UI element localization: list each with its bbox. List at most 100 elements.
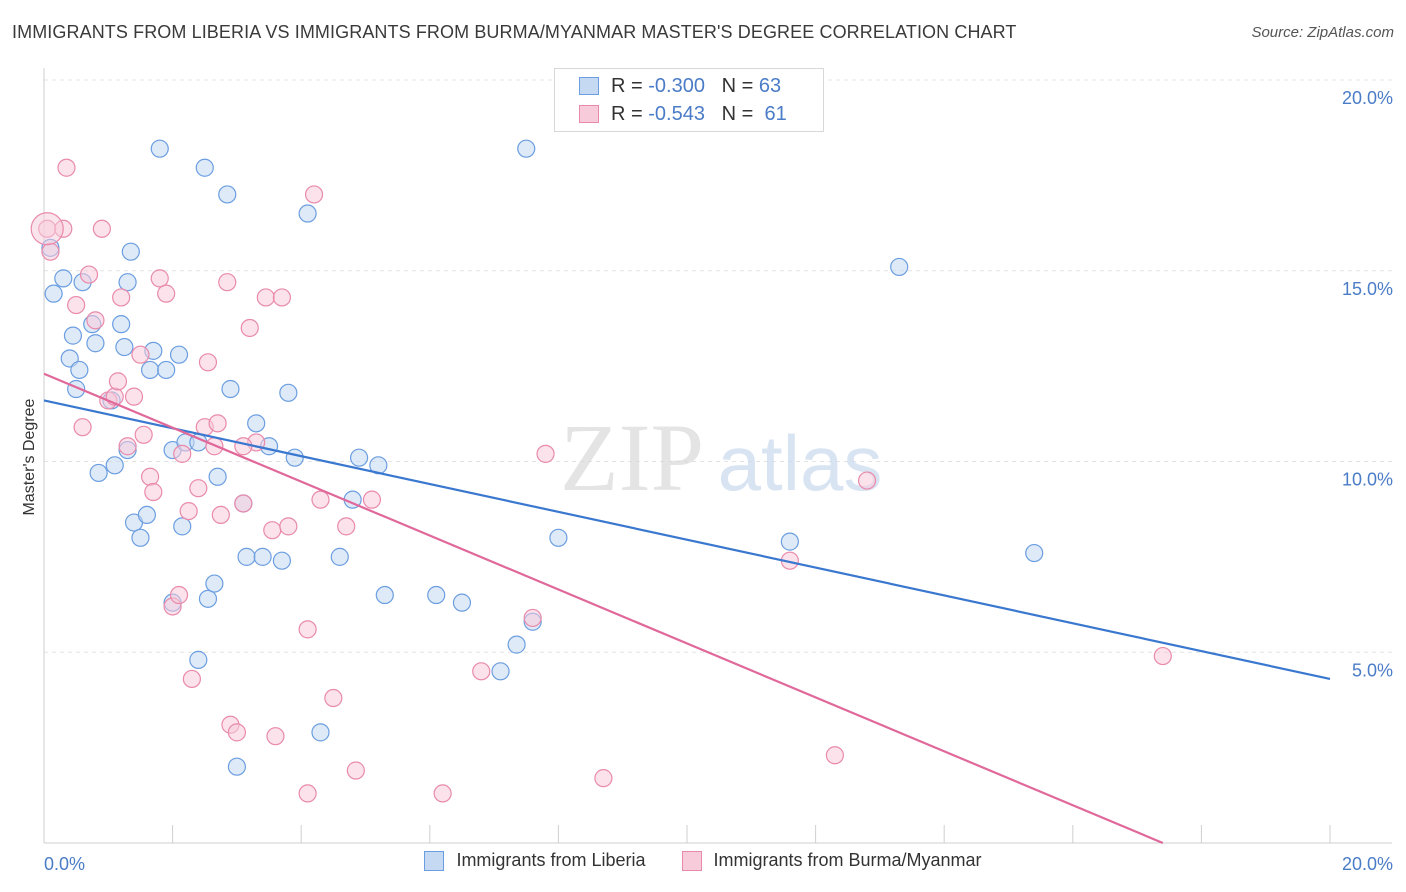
y-tick-label: 15.0% bbox=[1342, 279, 1393, 299]
point-liberia bbox=[780, 532, 799, 551]
trend-line-burma bbox=[43, 372, 1164, 845]
point-burma bbox=[189, 479, 208, 498]
point-burma bbox=[234, 494, 253, 513]
point-burma bbox=[182, 669, 201, 689]
point-burma bbox=[346, 761, 365, 780]
point-liberia bbox=[137, 505, 156, 525]
point-burma bbox=[157, 284, 176, 303]
point-burma bbox=[311, 490, 330, 509]
point-burma bbox=[67, 295, 86, 315]
point-burma bbox=[108, 372, 128, 391]
point-liberia bbox=[189, 650, 208, 669]
point-burma bbox=[298, 784, 317, 803]
legend-n-label: N = bbox=[721, 74, 754, 97]
legend-r-label: R = bbox=[611, 102, 643, 125]
legend-n-value: 61 bbox=[764, 102, 787, 125]
watermark-zip: ZIP bbox=[560, 404, 704, 511]
point-liberia bbox=[105, 456, 124, 475]
point-burma bbox=[433, 784, 452, 803]
point-liberia bbox=[298, 204, 317, 223]
point-burma bbox=[211, 505, 230, 525]
point-burma bbox=[169, 585, 189, 605]
point-liberia bbox=[375, 585, 394, 605]
point-liberia bbox=[205, 574, 224, 593]
point-liberia bbox=[507, 635, 526, 654]
point-burma bbox=[198, 353, 218, 372]
legend-label-burma: Immigrants from Burma/Myanmar bbox=[713, 850, 982, 870]
point-burma bbox=[73, 418, 92, 437]
legend-swatch-burma bbox=[681, 850, 702, 871]
point-liberia bbox=[118, 273, 137, 292]
point-burma bbox=[256, 288, 275, 307]
point-burma bbox=[324, 688, 343, 708]
y-tick-label: 10.0% bbox=[1342, 470, 1393, 490]
point-burma bbox=[124, 387, 144, 406]
point-liberia bbox=[169, 345, 189, 364]
legend-swatch-liberia bbox=[579, 77, 599, 95]
legend-r-label: R = bbox=[611, 74, 643, 97]
point-liberia bbox=[89, 463, 108, 483]
point-burma bbox=[857, 471, 877, 490]
point-burma bbox=[173, 444, 192, 463]
point-burma bbox=[79, 265, 99, 284]
point-liberia bbox=[54, 269, 73, 288]
point-liberia bbox=[63, 326, 83, 345]
point-liberia bbox=[86, 334, 105, 353]
point-liberia bbox=[44, 284, 63, 303]
point-liberia bbox=[150, 139, 169, 158]
point-burma bbox=[337, 517, 356, 536]
point-burma bbox=[362, 490, 382, 509]
point-burma bbox=[218, 273, 237, 292]
point-burma bbox=[304, 185, 324, 204]
legend-n-value: 63 bbox=[758, 74, 782, 97]
point-liberia bbox=[112, 315, 131, 334]
legend-row-liberia: R = -0.300 N = 63 bbox=[579, 73, 781, 99]
point-burma bbox=[208, 414, 227, 433]
point-burma bbox=[472, 662, 491, 681]
point-liberia bbox=[195, 158, 214, 177]
point-liberia bbox=[173, 517, 192, 536]
point-liberia bbox=[121, 242, 140, 261]
point-burma bbox=[144, 482, 163, 502]
point-burma bbox=[30, 212, 64, 246]
point-liberia bbox=[247, 414, 266, 433]
legend-r-value: -0.543 bbox=[648, 102, 705, 125]
point-liberia bbox=[70, 360, 89, 380]
point-liberia bbox=[198, 589, 218, 608]
point-burma bbox=[41, 242, 60, 261]
series-legend: Immigrants from Liberia Immigrants from … bbox=[0, 850, 1406, 871]
point-liberia bbox=[115, 337, 134, 357]
point-burma bbox=[234, 437, 253, 456]
chart-source: Source: ZipAtlas.com bbox=[1251, 24, 1394, 41]
legend-label-liberia: Immigrants from Liberia bbox=[456, 850, 646, 870]
point-liberia bbox=[279, 383, 298, 402]
point-burma bbox=[263, 521, 282, 540]
point-burma bbox=[227, 723, 246, 742]
point-burma bbox=[118, 437, 137, 456]
point-liberia bbox=[330, 547, 349, 566]
point-burma bbox=[523, 608, 542, 628]
data-points bbox=[30, 139, 1172, 803]
point-burma bbox=[92, 219, 111, 238]
point-burma bbox=[150, 269, 169, 288]
legend-n-label: N = bbox=[721, 102, 754, 125]
y-tick-labels: 5.0% 10.0% 15.0% 20.0% bbox=[1342, 88, 1393, 680]
point-burma bbox=[825, 746, 844, 765]
point-liberia bbox=[131, 528, 150, 547]
point-burma bbox=[1153, 646, 1172, 666]
point-liberia bbox=[517, 139, 536, 158]
point-liberia bbox=[349, 448, 369, 467]
x-tick-label-min: 0.0% bbox=[44, 854, 85, 874]
legend-swatch-burma bbox=[579, 105, 599, 123]
point-burma bbox=[57, 158, 76, 177]
y-tick-label: 20.0% bbox=[1342, 88, 1393, 108]
trend-lines bbox=[43, 372, 1331, 845]
point-liberia bbox=[140, 360, 160, 380]
legend-item-burma: Immigrants from Burma/Myanmar bbox=[681, 850, 982, 871]
axes bbox=[43, 68, 1392, 844]
point-burma bbox=[594, 769, 613, 788]
point-liberia bbox=[1025, 543, 1044, 563]
point-liberia bbox=[157, 360, 176, 380]
legend-r-value: -0.300 bbox=[648, 74, 705, 97]
